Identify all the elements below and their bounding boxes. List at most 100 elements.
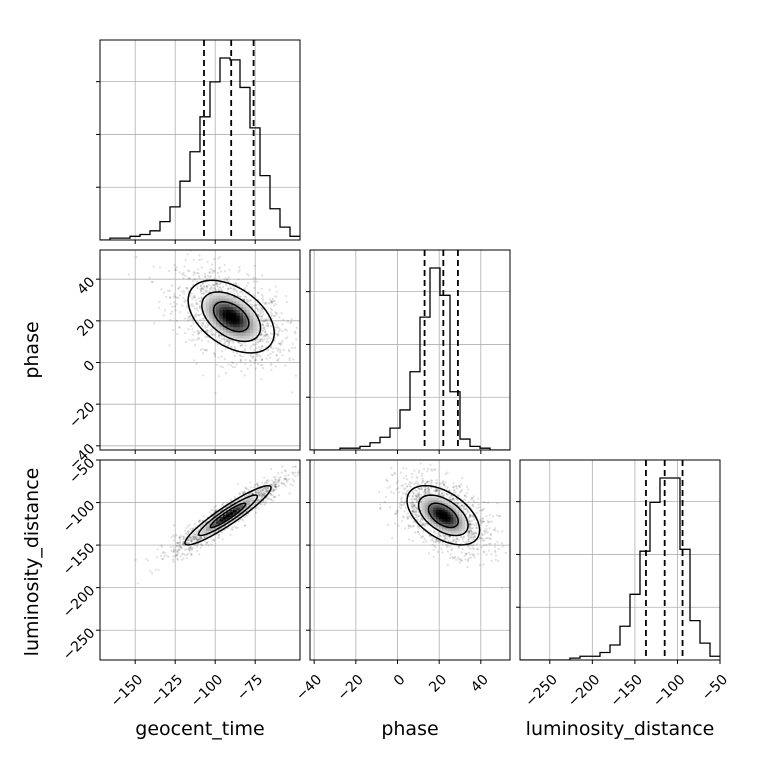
sample-point — [171, 305, 174, 308]
density-block — [441, 516, 446, 520]
sample-point — [477, 506, 481, 509]
density-block — [212, 523, 217, 527]
sample-point — [428, 492, 431, 495]
sample-point — [190, 539, 193, 542]
sample-point — [262, 488, 265, 491]
density-block — [243, 303, 247, 308]
sample-point — [415, 498, 418, 501]
sample-point — [201, 544, 204, 547]
sample-point — [451, 540, 455, 543]
density-block — [441, 509, 446, 513]
sample-point — [445, 537, 449, 540]
sample-point — [265, 340, 268, 343]
density-block — [209, 315, 213, 319]
sample-point — [187, 315, 190, 318]
density-block — [236, 315, 241, 319]
sample-point — [198, 537, 201, 540]
sample-point — [255, 280, 259, 283]
sample-point — [244, 349, 247, 352]
sample-point — [176, 549, 180, 552]
density-block — [232, 326, 237, 331]
sample-point — [244, 358, 247, 361]
sample-point — [438, 491, 441, 494]
density-block — [239, 318, 244, 322]
sample-point — [193, 533, 196, 536]
density-block — [427, 521, 431, 525]
sample-point — [201, 282, 204, 285]
sample-point — [475, 507, 478, 510]
sample-point — [468, 533, 471, 536]
sample-point — [261, 320, 264, 323]
sample-point — [469, 523, 472, 526]
sample-point — [411, 494, 414, 497]
density-block — [436, 523, 440, 527]
sample-point — [434, 490, 437, 493]
density-block — [433, 507, 437, 510]
sample-point — [463, 498, 466, 502]
sample-point — [414, 531, 417, 534]
sample-point — [444, 472, 447, 476]
sample-point — [471, 532, 474, 536]
sample-point — [286, 479, 289, 482]
sample-point — [417, 515, 420, 518]
sample-point — [414, 516, 418, 519]
sample-point — [446, 534, 449, 538]
density-block — [236, 335, 241, 339]
sample-point — [218, 244, 220, 246]
density-block — [212, 521, 217, 525]
sample-point — [452, 492, 456, 495]
sample-point — [490, 559, 493, 563]
sample-point — [263, 337, 266, 341]
sample-point — [198, 254, 201, 257]
sample-point — [176, 557, 179, 560]
sample-point — [281, 329, 284, 333]
xtick-label: −20 — [335, 672, 367, 704]
sample-point — [443, 483, 446, 486]
sample-point — [276, 326, 279, 329]
sample-point — [386, 486, 390, 489]
density-block — [436, 518, 440, 522]
xtick-label: −75 — [234, 672, 266, 704]
sample-point — [434, 482, 438, 485]
density-block — [226, 318, 230, 322]
sample-point — [454, 541, 458, 544]
sample-point — [212, 352, 216, 355]
sample-point — [205, 348, 208, 351]
sample-point — [259, 333, 262, 337]
density-block — [246, 497, 251, 501]
sample-point — [205, 285, 208, 288]
density-block — [459, 525, 463, 529]
sample-point — [400, 504, 403, 507]
sample-point — [473, 556, 476, 559]
sample-point — [411, 524, 414, 528]
sample-point — [275, 326, 278, 329]
sample-point — [204, 272, 207, 275]
density-block — [236, 338, 241, 342]
sample-point — [416, 507, 419, 510]
sample-point — [249, 347, 252, 350]
density-block — [461, 514, 466, 517]
sample-point — [261, 329, 264, 332]
density-block — [246, 326, 251, 331]
sample-point — [230, 345, 233, 348]
sample-point — [403, 500, 407, 503]
sample-point — [187, 548, 190, 551]
density-block — [441, 521, 446, 525]
sample-point — [390, 473, 393, 476]
sample-point — [479, 520, 482, 523]
sample-point — [292, 358, 295, 361]
sample-point — [414, 513, 417, 516]
sample-point — [297, 471, 300, 474]
sample-point — [195, 532, 198, 535]
density-block — [226, 332, 230, 336]
sample-point — [394, 512, 397, 515]
sample-point — [197, 539, 200, 542]
sample-point — [414, 482, 417, 485]
density-block — [424, 511, 429, 515]
sample-point — [407, 515, 410, 518]
density-block — [226, 516, 231, 520]
sample-point — [482, 551, 485, 554]
sample-point — [190, 540, 193, 544]
sample-point — [235, 289, 238, 292]
sample-point — [468, 532, 471, 535]
